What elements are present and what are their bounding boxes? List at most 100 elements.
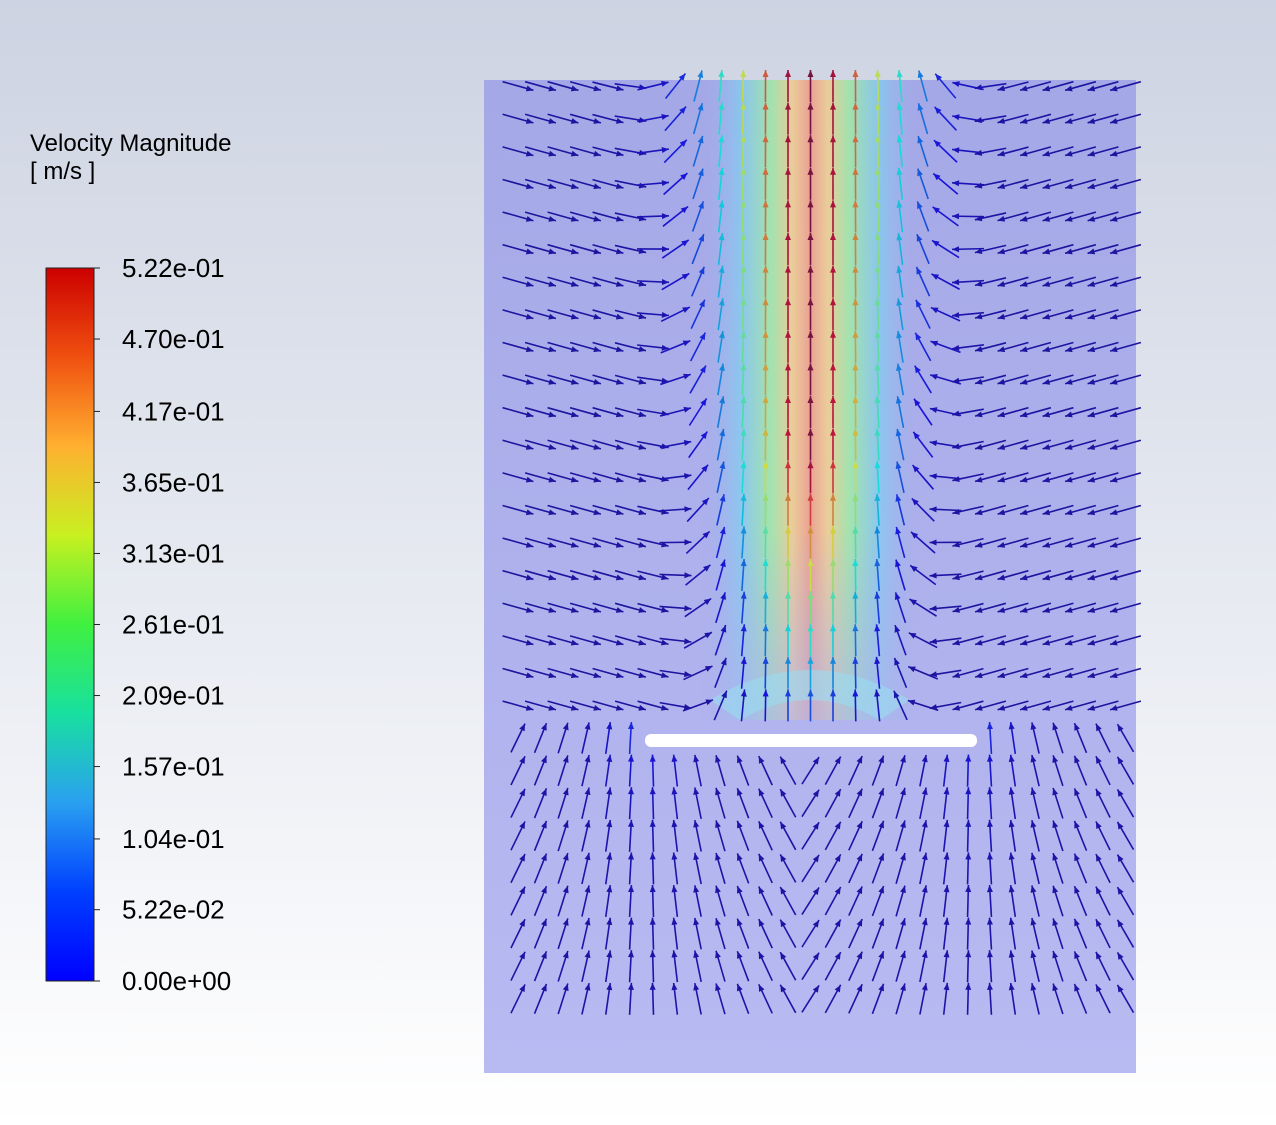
arrow-head xyxy=(1020,215,1028,222)
arrow-head xyxy=(681,273,690,280)
arrow-head xyxy=(1042,183,1051,190)
arrow-head xyxy=(997,313,1006,320)
arrow-head xyxy=(681,239,689,247)
arrow-head xyxy=(1052,885,1059,894)
arrow-head xyxy=(997,672,1006,679)
arrow-head xyxy=(758,756,765,764)
arrow-head xyxy=(914,398,921,407)
arrow-head xyxy=(780,886,787,895)
arrow-head xyxy=(661,311,669,318)
arrow-head xyxy=(762,330,769,338)
arrow-head xyxy=(758,821,765,829)
arrow-head xyxy=(952,246,960,253)
arrow-head xyxy=(1110,509,1118,516)
arrow-head xyxy=(697,135,704,144)
arrow-head xyxy=(519,821,526,830)
arrow-head xyxy=(974,248,983,254)
arrow-head xyxy=(943,754,950,762)
arrow-head xyxy=(933,140,942,148)
arrow-head xyxy=(649,754,656,762)
arrow-head xyxy=(965,819,972,827)
arrow-head xyxy=(697,103,704,111)
arrow-head xyxy=(929,572,937,579)
arrow-head xyxy=(715,983,721,991)
arrow-head xyxy=(943,819,950,828)
arrow-head xyxy=(1087,346,1096,353)
arrow-head xyxy=(562,755,569,763)
arrow-head xyxy=(525,183,534,190)
arrow-head xyxy=(548,411,556,418)
arrow-head xyxy=(519,919,526,927)
arrow-head xyxy=(914,365,921,374)
arrow-head xyxy=(1042,411,1051,418)
arrow-head xyxy=(649,819,656,827)
arrow-head xyxy=(785,265,792,273)
arrow-head xyxy=(874,330,881,338)
arrow-head xyxy=(785,363,792,371)
arrow-head xyxy=(874,135,881,143)
arrow-head xyxy=(1030,755,1037,763)
arrow-head xyxy=(952,672,961,679)
arrow-head xyxy=(895,428,902,437)
arrow-head xyxy=(519,984,526,993)
arrow-head xyxy=(548,672,556,679)
arrow-head xyxy=(975,541,983,548)
arrow-head xyxy=(997,346,1006,353)
arrow-head xyxy=(1030,918,1037,926)
arrow-head xyxy=(975,639,983,646)
arrow-head xyxy=(1042,346,1051,353)
arrow-head xyxy=(874,363,881,371)
arrow-head xyxy=(900,755,906,763)
colorbar-tick-label: 4.70e-01 xyxy=(122,324,225,354)
arrow-head xyxy=(660,704,669,711)
arrow-head xyxy=(762,167,769,175)
arrow-head xyxy=(1020,313,1028,320)
arrow-head xyxy=(829,135,836,143)
arrow-head xyxy=(1030,787,1037,796)
arrow-head xyxy=(785,428,792,436)
arrow-head xyxy=(929,605,937,612)
arrow-head xyxy=(1110,378,1118,385)
arrow-head xyxy=(593,541,601,548)
arrow-head xyxy=(921,885,928,893)
arrow-head xyxy=(519,788,526,797)
arrow-head xyxy=(997,215,1006,222)
arrow-head xyxy=(570,248,579,255)
arrow-head xyxy=(952,443,960,450)
arrow-head xyxy=(1030,983,1037,991)
arrow-head xyxy=(541,951,547,959)
arrow-head xyxy=(683,373,691,380)
arrow-head xyxy=(525,346,534,353)
arrow-head xyxy=(699,332,706,341)
arrow-head xyxy=(718,298,725,306)
arrow-head xyxy=(593,672,601,679)
arrow-head xyxy=(921,787,928,795)
arrow-head xyxy=(570,183,579,190)
arrow-head xyxy=(930,373,938,380)
arrow-head xyxy=(638,378,646,385)
arrow-head xyxy=(829,233,836,241)
arrow-head xyxy=(718,167,725,176)
arrow-head xyxy=(1008,917,1015,926)
arrow-head xyxy=(807,559,814,566)
arrow-head xyxy=(548,378,556,385)
arrow-head xyxy=(856,821,863,829)
arrow-head xyxy=(548,215,556,222)
arrow-head xyxy=(932,206,941,214)
arrow-head xyxy=(680,173,688,181)
arrow-head xyxy=(615,248,624,255)
arrow-head xyxy=(852,461,859,469)
arrow-head xyxy=(917,103,924,111)
arrow-head xyxy=(807,461,814,469)
arrow-head xyxy=(1087,118,1096,124)
arrow-head xyxy=(975,346,983,352)
arrow-head xyxy=(606,982,613,991)
arrow-head xyxy=(807,265,814,273)
arrow-head xyxy=(593,118,601,124)
arrow-head xyxy=(519,854,526,862)
arrow-head xyxy=(807,330,814,338)
arrow-head xyxy=(780,854,787,862)
legend-title: Velocity Magnitude xyxy=(30,130,231,157)
arrow-head xyxy=(593,509,601,516)
arrow-head xyxy=(896,298,903,306)
